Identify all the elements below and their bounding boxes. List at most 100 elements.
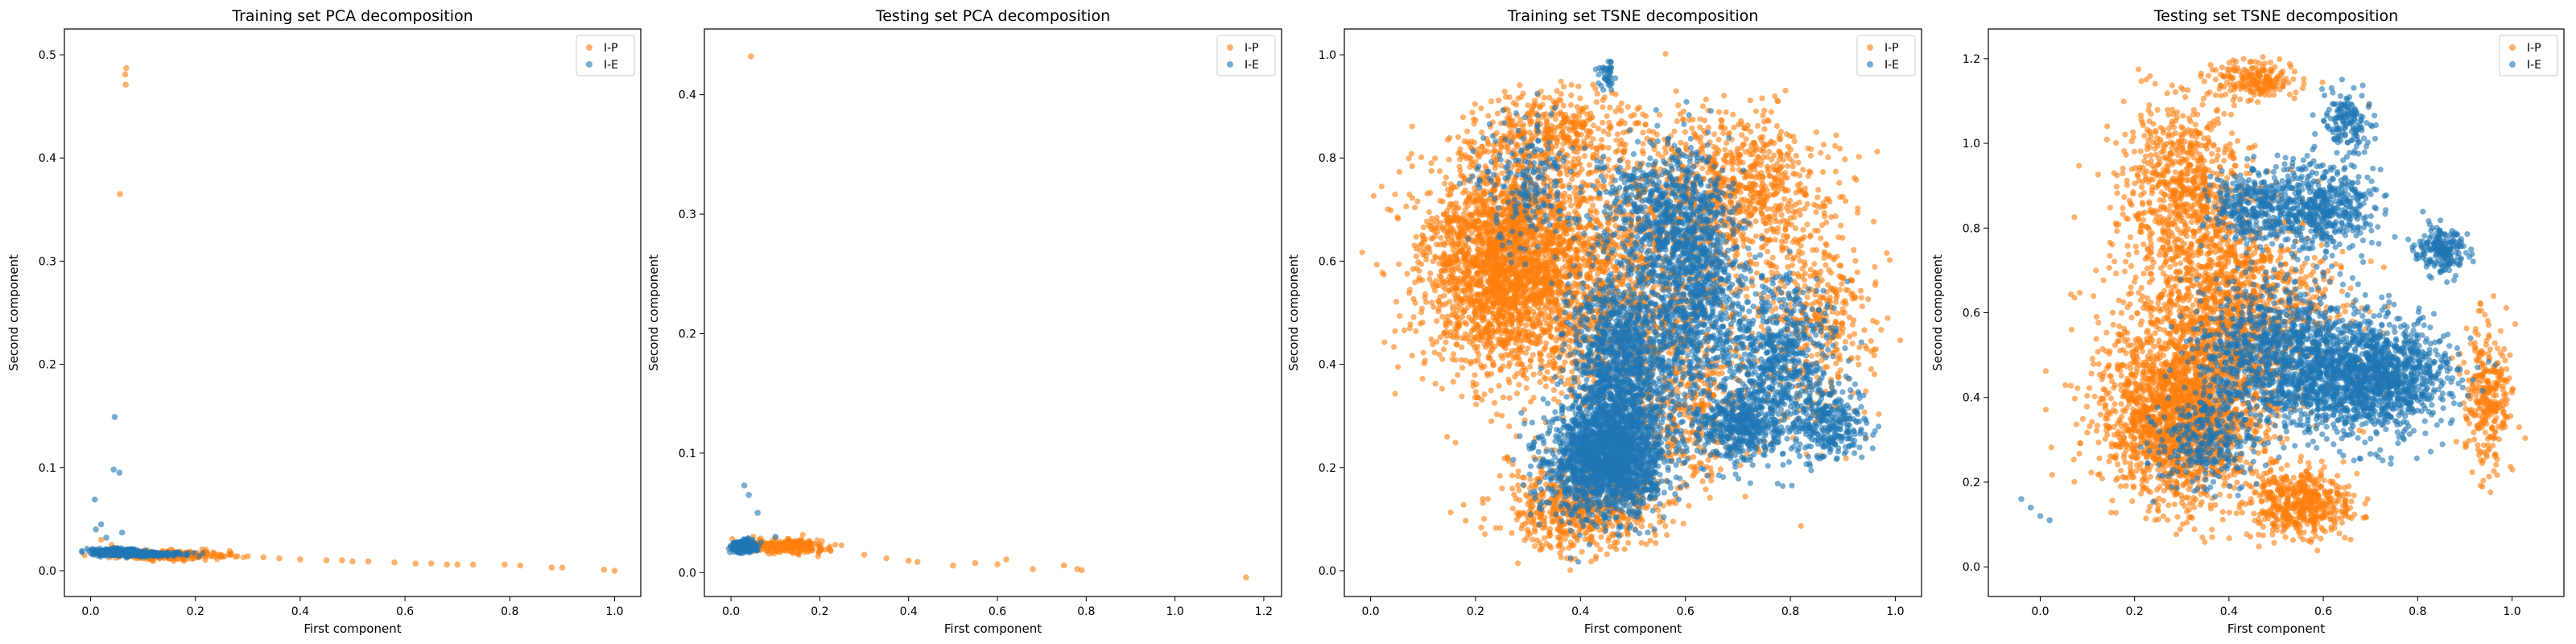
point	[815, 553, 821, 559]
point	[1410, 314, 1417, 320]
point	[1454, 326, 1460, 333]
point	[1430, 258, 1436, 265]
point	[1497, 307, 1504, 313]
point	[116, 469, 123, 476]
point	[1473, 226, 1480, 233]
point	[1418, 154, 1425, 161]
point	[548, 564, 555, 571]
point	[1431, 349, 1438, 356]
y-tick-label: 0.0	[679, 567, 696, 580]
point	[1541, 328, 1547, 334]
legend-swatch-ie	[1227, 61, 1233, 68]
point	[1432, 254, 1439, 260]
point	[1397, 313, 1403, 320]
point	[1542, 316, 1548, 322]
point	[1428, 167, 1435, 174]
point	[741, 482, 748, 489]
point	[172, 551, 179, 557]
point	[130, 551, 137, 557]
point	[1525, 345, 1531, 352]
point	[601, 566, 608, 573]
point	[1605, 221, 1612, 227]
point	[1462, 331, 1468, 337]
point	[1428, 226, 1435, 233]
point	[1438, 234, 1444, 242]
point	[1476, 230, 1483, 237]
point	[1462, 206, 1468, 213]
point	[1474, 343, 1480, 349]
point	[1530, 352, 1536, 358]
point	[1544, 369, 1550, 375]
point	[1452, 286, 1459, 292]
point	[454, 561, 460, 568]
point	[1488, 387, 1494, 394]
point	[1517, 258, 1524, 265]
point	[1427, 270, 1434, 277]
point	[1484, 289, 1490, 295]
point	[1468, 361, 1474, 367]
point	[832, 542, 839, 548]
point	[1581, 153, 1588, 159]
point	[1490, 361, 1496, 368]
point	[1497, 322, 1504, 328]
point	[1484, 309, 1490, 316]
x-tick-label: 0.8	[1077, 605, 1095, 618]
point	[164, 553, 171, 559]
point	[1449, 356, 1455, 362]
point	[1537, 379, 1543, 386]
point	[1425, 244, 1431, 250]
point	[1429, 299, 1435, 306]
point	[769, 550, 775, 556]
point	[1454, 308, 1460, 314]
point	[1484, 335, 1491, 341]
series-ie	[725, 482, 778, 557]
point	[93, 526, 99, 533]
point	[1438, 254, 1444, 261]
point	[1451, 209, 1457, 216]
point	[1454, 257, 1460, 263]
point	[137, 551, 143, 558]
point	[1491, 304, 1497, 311]
point	[1478, 296, 1484, 303]
point	[1558, 248, 1565, 254]
point	[1493, 299, 1501, 306]
point	[1493, 411, 1501, 418]
x-axis-label: First component	[944, 621, 1042, 636]
point	[1432, 381, 1439, 387]
point	[1511, 300, 1517, 307]
point	[798, 536, 804, 543]
point	[1413, 253, 1419, 259]
point	[808, 547, 815, 553]
point	[1392, 191, 1398, 198]
point	[1453, 341, 1459, 348]
point	[1413, 233, 1419, 240]
point	[1513, 390, 1521, 397]
point	[1508, 312, 1515, 318]
point	[469, 561, 477, 568]
point	[1483, 219, 1489, 226]
point	[754, 547, 761, 554]
point	[1461, 217, 1468, 224]
point	[323, 557, 330, 564]
point	[1471, 189, 1477, 196]
point	[1467, 211, 1473, 217]
point	[1523, 375, 1530, 382]
point	[1462, 262, 1468, 269]
point	[1548, 310, 1554, 316]
point	[1060, 562, 1067, 569]
point	[1465, 245, 1472, 251]
point	[1392, 390, 1398, 397]
point	[838, 542, 844, 549]
point	[276, 555, 283, 562]
point	[749, 538, 756, 544]
x-tick-label: 0.0	[722, 605, 740, 618]
point	[517, 562, 524, 569]
point	[1423, 299, 1430, 305]
legend-label-ie: I-E	[1245, 59, 1259, 72]
point	[1488, 321, 1494, 328]
point	[1416, 277, 1422, 283]
point	[1466, 194, 1472, 200]
point	[1432, 155, 1439, 162]
point	[795, 543, 801, 550]
